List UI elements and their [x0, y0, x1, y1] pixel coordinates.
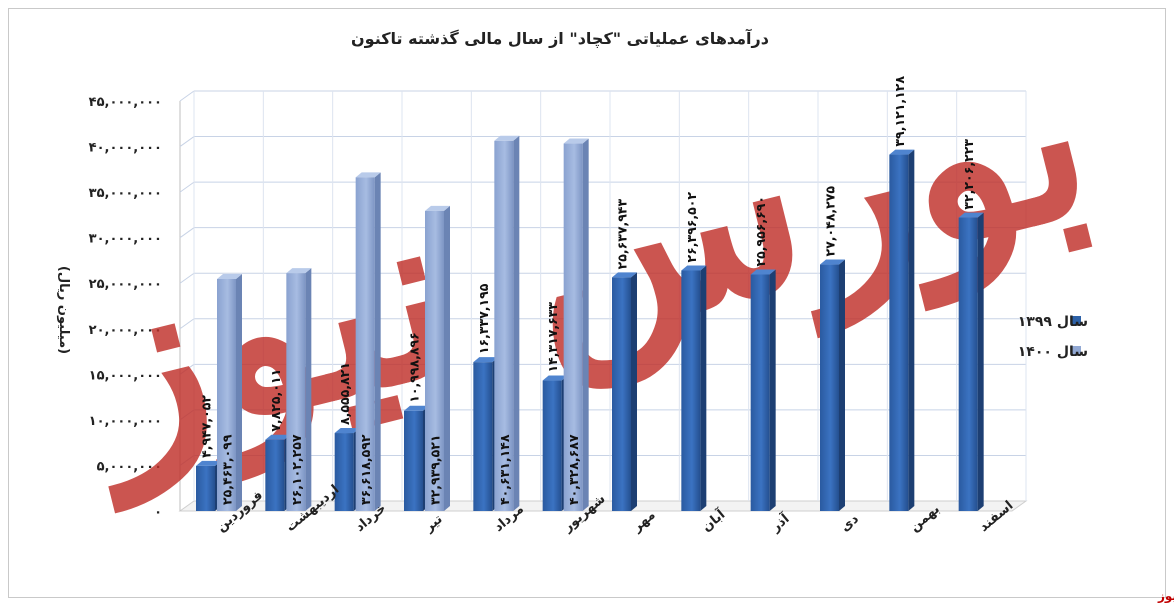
- y-tick-label: ۵,۰۰۰,۰۰۰: [97, 459, 162, 474]
- data-label: ۴۰,۳۲۸,۶۸۷: [566, 434, 581, 505]
- data-label: ۱۴,۳۱۷,۶۳۳: [545, 302, 560, 373]
- gridline-depth: [179, 455, 195, 466]
- chart-title: درآمدهای عملیاتی "کچاد" از سال مالی گذشت…: [351, 28, 769, 49]
- data-label: ۲۶,۳۹۶,۵۰۲: [684, 192, 699, 263]
- y-tick-label: ۳۵,۰۰۰,۰۰۰: [89, 186, 162, 201]
- y-tick-label: ۳۰,۰۰۰,۰۰۰: [89, 232, 162, 247]
- x-tick-label: دی: [838, 511, 862, 535]
- data-label: ۸,۵۵۵,۸۲۱: [337, 362, 352, 425]
- data-label: ۳۹,۱۲۱,۱۲۸: [892, 76, 907, 147]
- data-label: ۲۵,۹۵۶,۶۹۰: [753, 196, 768, 267]
- x-tick-label: آذر: [767, 510, 793, 536]
- gridline-depth: [179, 272, 195, 284]
- data-label: ۳۶,۶۱۸,۵۹۲: [358, 434, 373, 505]
- legend-label-1399: سال ۱۳۹۹: [1018, 314, 1088, 330]
- bar-1400: [494, 135, 520, 511]
- data-label: ۱۶,۳۳۷,۱۹۵: [476, 283, 491, 354]
- y-tick-label: ۲۰,۰۰۰,۰۰۰: [89, 323, 162, 338]
- y-tick-label: ۴۵,۰۰۰,۰۰۰: [89, 95, 162, 110]
- bar-1399: [889, 149, 915, 511]
- y-tick-label: ۱۰,۰۰۰,۰۰۰: [89, 414, 162, 429]
- x-tick-label: مهر: [629, 508, 658, 536]
- data-label: ۳۲,۲۰۶,۲۲۳: [961, 139, 976, 210]
- bar-1399: [681, 265, 707, 511]
- bar-1399: [750, 269, 776, 511]
- bar-1400: [286, 268, 312, 511]
- gridline-depth: [179, 90, 195, 102]
- gridline-depth: [179, 181, 195, 193]
- bar-1400: [355, 172, 381, 511]
- x-tick-label: تیر: [421, 512, 445, 536]
- data-label: ۲۶,۱۰۲,۲۵۷: [289, 434, 304, 505]
- legend-label-1400: سال ۱۴۰۰: [1018, 344, 1088, 360]
- source-label: بورس نیوز: [1157, 589, 1174, 604]
- y-axis-label: (میلیون ریال): [56, 266, 71, 354]
- data-label: ۲۵,۴۶۳,۰۹۹: [220, 434, 235, 505]
- gridline-depth: [179, 363, 195, 375]
- data-label: ۱۰,۹۹۸,۸۹۶: [407, 332, 422, 403]
- data-label: ۴۰,۶۳۱,۱۴۸: [497, 434, 512, 505]
- data-label: ۲۷,۰۴۸,۲۷۵: [823, 186, 838, 257]
- legend-swatch-1400: [1072, 346, 1081, 355]
- gridline-depth: [179, 227, 195, 239]
- legend-swatch-1399: [1072, 316, 1081, 325]
- chart-frame: [8, 8, 1166, 598]
- y-tick-label: ۱۵,۰۰۰,۰۰۰: [89, 368, 162, 383]
- bar-1400: [563, 138, 589, 511]
- data-label: ۴,۹۴۷,۰۵۲: [199, 395, 214, 458]
- bar-1400: [217, 274, 242, 511]
- y-tick-label: ۴۰,۰۰۰,۰۰۰: [89, 141, 162, 156]
- bar-1400: [425, 205, 450, 511]
- gridline-depth: [179, 136, 195, 147]
- bar-1399: [958, 212, 984, 511]
- y-tick-label: ۰: [154, 505, 162, 520]
- gridline-depth: [179, 409, 195, 421]
- bar-1399: [820, 259, 845, 511]
- data-label: ۷,۸۲۵,۰۱۱: [268, 369, 283, 432]
- data-label: ۳۲,۹۳۹,۵۲۱: [428, 434, 443, 505]
- gridline-depth: [179, 318, 195, 330]
- bar-1399: [612, 272, 637, 511]
- y-tick-label: ۲۵,۰۰۰,۰۰۰: [89, 277, 162, 292]
- data-label: ۲۵,۶۳۷,۹۴۳: [615, 199, 630, 270]
- legend: سال ۱۳۹۹ سال ۱۴۰۰: [1018, 314, 1088, 360]
